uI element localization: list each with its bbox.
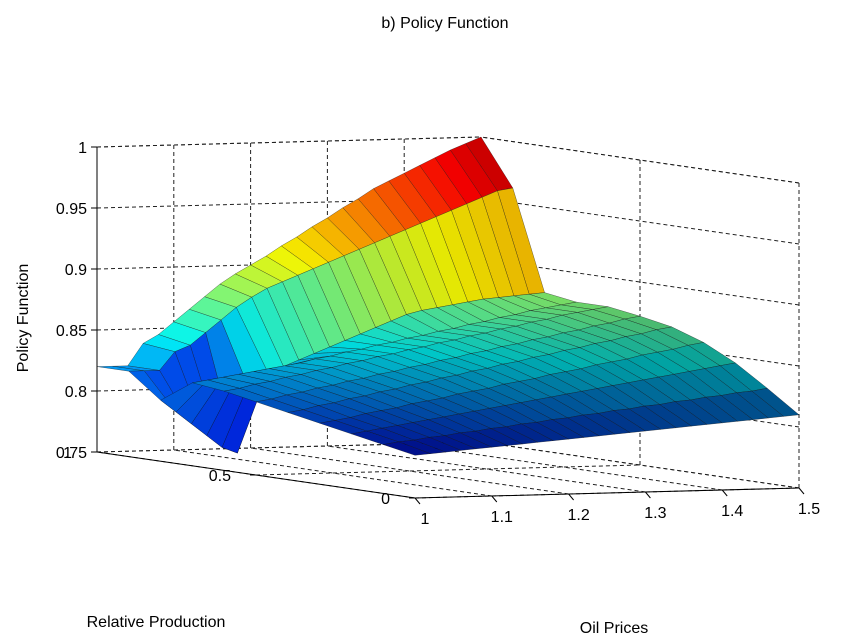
z-tick-label: 0.9 [65,262,87,279]
y-tick-label: 0 [381,491,390,508]
axes: 1 1.1 1.2 1.3 1.4 1.500.510.750.80.850.90.951 [56,140,820,528]
y-tick-label: 0.5 [209,468,231,485]
grid-line [173,449,492,497]
x-tick-label: 1.4 [721,503,743,520]
surface [96,136,800,456]
x-tick [798,487,805,495]
y-axis-label: Relative Production [87,614,226,631]
x-tick [645,491,651,499]
x-tick-label: 1.1 [491,509,513,526]
x-axis-label: Oil Prices [580,620,648,637]
z-tick-label: 0.85 [56,323,87,340]
grid-line [250,447,569,495]
grid-line [480,441,800,489]
grid-line [96,197,482,209]
box-edge [480,136,800,184]
chart-title: b) Policy Function [381,15,508,32]
x-tick [414,497,421,505]
grid-line [255,464,641,476]
x-tick [568,493,574,501]
grid-line [327,445,646,493]
box-edge [96,136,482,148]
y-tick-label: 1 [63,445,72,462]
grid-line [480,197,800,245]
z-tick-label: 1 [78,140,87,157]
z-tick-label: 0.8 [65,384,87,401]
z-axis-label: Policy Function [15,264,32,373]
x-tick [491,495,498,503]
surface-facet [383,441,431,456]
x-axis-line [414,487,800,499]
z-tick-label: 0.95 [56,201,87,218]
x-tick-label: 1.3 [644,505,666,522]
x-tick-label: 1.2 [567,507,589,524]
grid-line [404,443,723,491]
x-tick [721,489,728,497]
grid-line [96,441,482,453]
z-tick-label: 0.75 [56,445,87,462]
x-tick-label: 1 [421,511,430,528]
x-tick-label: 1.5 [798,501,820,518]
